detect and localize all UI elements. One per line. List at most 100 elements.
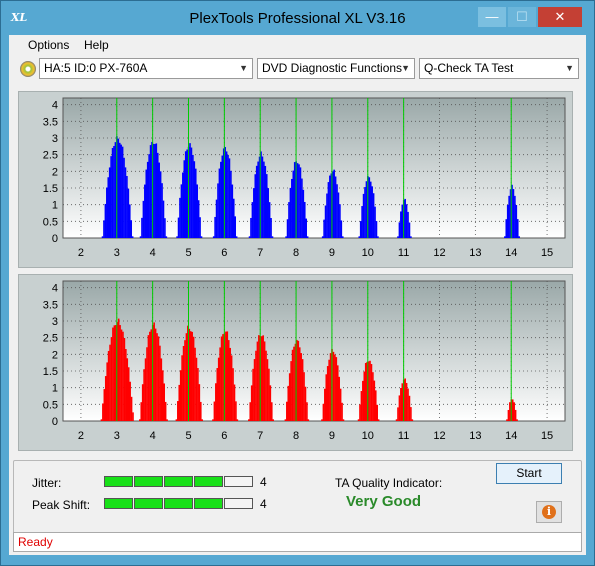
histogram-bar (296, 163, 299, 238)
histogram-bar (179, 370, 182, 421)
histogram-bar (232, 198, 235, 238)
histogram-bar (218, 168, 221, 238)
histogram-bar (341, 402, 343, 421)
histogram-bar (264, 165, 267, 238)
histogram-bar (325, 374, 328, 421)
histogram-bar (366, 361, 368, 421)
y-tick-label: 3 (52, 316, 58, 328)
histogram-bar (129, 381, 131, 421)
histogram-bar (398, 222, 401, 238)
histogram-bar (184, 340, 186, 421)
histogram-bar (363, 371, 366, 421)
histogram-bar (192, 336, 195, 421)
histogram-bar (397, 407, 399, 421)
histogram-bar (177, 217, 180, 238)
histogram-bar (272, 419, 275, 421)
x-tick-label: 14 (505, 247, 517, 259)
x-tick-label: 10 (362, 430, 374, 442)
histogram-bar (269, 385, 272, 421)
histogram-bar (365, 181, 368, 238)
plot-area (62, 280, 566, 422)
histogram-bar (248, 236, 251, 238)
histogram-bar (130, 396, 133, 421)
histogram-bar (197, 368, 199, 421)
histogram-bar (288, 202, 290, 238)
histogram-bar (186, 149, 188, 238)
histogram-bar (103, 389, 106, 421)
histogram-bar (191, 331, 193, 421)
y-tick-label: 2 (52, 166, 58, 178)
test-select-value: Q-Check TA Test (424, 61, 514, 75)
histogram-bar (212, 236, 215, 238)
histogram-bar (401, 204, 404, 238)
y-tick-label: 1.5 (43, 183, 58, 195)
histogram-bar (146, 161, 149, 238)
y-tick-label: 1 (52, 383, 58, 395)
histogram-bar (181, 355, 183, 421)
histogram-bar (141, 217, 143, 238)
meter-segment (134, 498, 163, 509)
histogram-bar (124, 167, 127, 238)
maximize-button[interactable]: ☐ (508, 7, 536, 27)
function-select[interactable]: DVD Diagnostic Functions ▼ (257, 58, 415, 79)
title-bar[interactable]: XL PlexTools Professional XL V3.16 — ☐ ✕ (1, 1, 594, 35)
histogram-bar (359, 221, 362, 238)
info-button[interactable]: i (536, 501, 562, 523)
x-tick-label: 4 (150, 430, 156, 442)
histogram-bar (286, 219, 289, 238)
menu-help[interactable]: Help (84, 38, 109, 52)
histogram-bar (509, 402, 511, 421)
ta-quality-label: TA Quality Indicator: (335, 476, 443, 490)
minimize-button[interactable]: — (478, 7, 506, 27)
histogram-bar (166, 419, 168, 421)
histogram-bar (219, 347, 221, 421)
histogram-bar (373, 380, 376, 421)
histogram-bar (298, 164, 300, 238)
histogram-bar (291, 349, 294, 421)
close-button[interactable]: ✕ (538, 7, 582, 27)
histogram-bar (200, 236, 203, 238)
histogram-bar (199, 217, 201, 238)
histogram-bar (368, 177, 371, 238)
menu-options[interactable]: Options (28, 38, 70, 52)
histogram-bar (130, 220, 133, 238)
histogram-bar (358, 236, 361, 238)
x-tick-label: 13 (469, 430, 481, 442)
x-tick-label: 12 (433, 430, 445, 442)
x-tick-label: 15 (541, 247, 553, 259)
test-select[interactable]: Q-Check TA Test ▼ (419, 58, 579, 79)
start-button[interactable]: Start (496, 463, 562, 484)
histogram-bar (375, 221, 378, 238)
histogram-bar (357, 419, 360, 421)
histogram-bar (126, 175, 128, 238)
meter-segment (134, 476, 163, 487)
histogram-bar (301, 178, 303, 238)
histogram-bar (369, 181, 372, 238)
jitter-label: Jitter: (32, 476, 62, 490)
drive-select[interactable]: HA:5 ID:0 PX-760A ▼ (39, 58, 253, 79)
histogram-bar (341, 236, 344, 238)
histogram-bar (256, 341, 259, 421)
client-area: Options Help HA:5 ID:0 PX-760A ▼ DVD Dia… (9, 35, 586, 555)
y-tick-label: 0 (52, 416, 58, 428)
histogram-bar (149, 145, 152, 238)
histogram-bar (401, 383, 404, 421)
histogram-bar (194, 168, 197, 238)
histogram-bar (268, 202, 271, 238)
menu-bar: Options Help (9, 35, 586, 55)
histogram-bar (338, 376, 340, 421)
histogram-bar (212, 419, 214, 421)
histogram-bar (405, 382, 408, 421)
histogram-bar (183, 160, 186, 238)
histogram-bar (214, 216, 216, 238)
y-tick-label: 0 (52, 233, 58, 245)
histogram-bar (514, 409, 517, 421)
histogram-bar (175, 419, 178, 421)
jitter-chart: 4 3.5 3 2.5 2 1.5 1 0.5 0 2 3 4 5 6 7 8 9 10 11 12 13 14 15 (43, 97, 566, 259)
histogram-bar (397, 236, 399, 238)
histogram-bar (511, 184, 513, 238)
histogram-bar (326, 193, 328, 238)
histogram-bar (222, 334, 224, 421)
histogram-bar (217, 357, 220, 421)
